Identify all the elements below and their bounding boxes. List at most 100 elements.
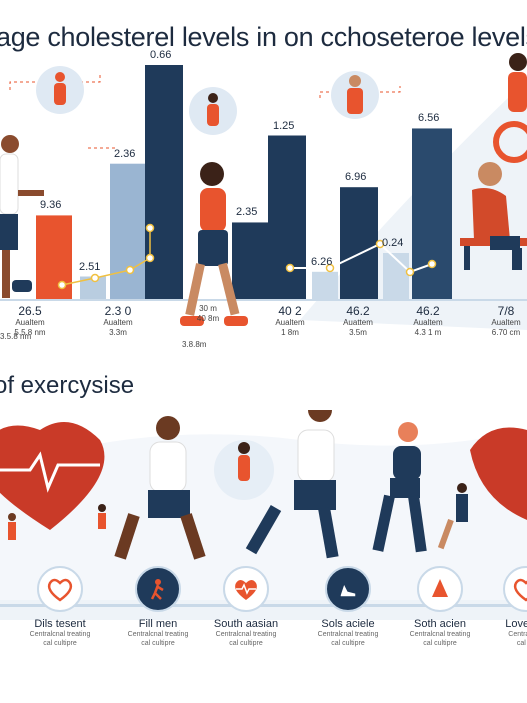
exercise-sub: cal cultipre <box>43 640 77 647</box>
exercise-sub: cal cultipre <box>229 640 263 647</box>
exercise-label: Loveelm <box>505 618 527 630</box>
bar-value-label: 6.26 <box>311 255 333 268</box>
exercise-item: LoveelmCentralcnal cal cu <box>478 566 527 648</box>
bar-value-label: 2.35 <box>236 206 258 219</box>
exercise-item: Fill men Centralcnal treating cal cultipre <box>110 566 206 648</box>
exercise-sub: cal cultipre <box>331 640 365 647</box>
walking-woman-figure <box>180 162 248 326</box>
bar-value-label: 2.51 <box>79 260 101 273</box>
standing-man-figure <box>0 135 44 298</box>
axis-label-group: 2.3 0 Aualtem 3.3m <box>88 304 148 338</box>
axis-number: 7/8 <box>497 304 515 318</box>
axis-sublabel: 40 8m <box>196 314 220 323</box>
trend-point <box>145 253 155 263</box>
axis-number: 40 2 <box>278 304 302 318</box>
bar-10 <box>412 128 452 300</box>
exercise-item: Sols aciele Centralcnal treating cal culti… <box>300 566 396 648</box>
ground-divider <box>0 604 527 607</box>
exercise-label: South aasian <box>213 618 279 630</box>
exercise-sub: Centralcnal treating <box>409 631 471 638</box>
axis-sublabel: 30 m <box>199 304 217 313</box>
axis-sublabel: 3.3m <box>109 328 127 337</box>
trend-point <box>285 263 295 273</box>
exercise-sub: Centralcnal treating <box>29 631 91 638</box>
exercise-label: Sols aciele <box>321 618 375 630</box>
exercise-label: Fill men <box>138 618 178 630</box>
bar-9 <box>383 253 409 300</box>
bar-6 <box>268 135 306 300</box>
exercise-item: Dils tesent Centralcnal treating cal culti… <box>12 566 108 648</box>
axis-sublabel: Auattem <box>343 318 373 327</box>
dashed-connector <box>9 72 101 90</box>
exercise-sub: Centralcnal treating <box>127 631 189 638</box>
axis-number: 46.2 <box>416 304 440 318</box>
axis-label-group: 26.5 Aualtem 5.5.8 nm <box>0 304 60 338</box>
bar-value-label: 6.56 <box>418 112 440 125</box>
exercise-sub: cal cultipre <box>141 640 175 647</box>
exercise-label: Dils tesent <box>34 618 86 630</box>
axis-label-group: 46.2 Aualtem 4.3 1 m <box>398 304 458 338</box>
section-subtitle: of exercysise <box>0 372 135 399</box>
trend-point <box>405 267 415 277</box>
exercise-sub: Centralcnal treating <box>317 631 379 638</box>
exercise-sub: Centralcnal treating <box>215 631 277 638</box>
axis-sublabel: 1 8m <box>281 328 299 337</box>
person-icon <box>36 66 84 114</box>
axis-sublabel: Aualtem <box>15 318 45 327</box>
trend-point <box>125 265 135 275</box>
axis-number: 46.2 <box>346 304 370 318</box>
axis-label-group: 30 m 40 8m <box>178 304 238 324</box>
person-icon <box>331 71 379 119</box>
trend-point <box>427 259 437 269</box>
trend-point <box>90 273 100 283</box>
axis-sublabel: 4.3 1 m <box>414 328 442 337</box>
axis-number: 2.3 0 <box>104 304 132 318</box>
bar-7 <box>312 271 338 300</box>
exercise-item: South aasian Centralcnal treating cal cult… <box>198 566 294 648</box>
bar-value-label: 6.96 <box>345 171 367 184</box>
heart-icon <box>37 566 83 612</box>
axis-extra-a: 3.5.8 nm <box>0 332 32 341</box>
axis-sublabel: 5.5.8 nm <box>14 328 46 337</box>
bar-2 <box>80 276 106 300</box>
exercise-sub: cal cu <box>516 640 527 647</box>
bar-5 <box>232 222 268 300</box>
axis-number: 26.5 <box>18 304 42 318</box>
exercise-scene <box>0 410 527 560</box>
heartbeat-icon <box>223 566 269 612</box>
bar-value-label: 0.66 <box>150 49 172 61</box>
trend-point <box>145 223 155 233</box>
axis-sublabel: 3.5m <box>349 328 367 337</box>
axis-sublabel: Aualtem <box>275 318 305 327</box>
axis-label-group: 7/8 Aualtem 6.70 cm <box>476 304 527 338</box>
exercise-label: Soth acien <box>414 618 466 630</box>
axis-label-group: 40 2 Aualtem 1 8m <box>260 304 320 338</box>
bar-value-label: 0.24 <box>382 237 404 249</box>
trend-point <box>375 239 385 249</box>
exercise-sub: cal cultipre <box>423 640 457 647</box>
heart-icon <box>503 566 527 612</box>
person-icon <box>189 87 237 135</box>
bar-value-label: 1.25 <box>273 119 295 132</box>
exercise-item: Soth acien Centralcnal treating cal cultip… <box>392 566 488 648</box>
bar-value-label: 9.36 <box>40 199 62 212</box>
axis-extra-b: 3.8.8m <box>182 340 207 349</box>
axis-sublabel: Aualtem <box>413 318 443 327</box>
trend-point <box>57 280 67 290</box>
axis-label-group: 46.2 Auattem 3.5m <box>328 304 388 338</box>
bar-8 <box>340 187 378 300</box>
partial-figure-right <box>493 53 527 163</box>
exercise-sub: Centralcnal <box>508 631 527 638</box>
bar-3 <box>110 163 146 300</box>
runner-icon <box>135 566 181 612</box>
dashed-connector <box>319 86 401 98</box>
seated-man-figure <box>460 162 527 270</box>
page-title: age cholesterel levels in on cchoseteroe… <box>0 22 527 52</box>
axis-sublabel: Aualtem <box>103 318 133 327</box>
drop-icon <box>417 566 463 612</box>
trend-point <box>325 263 335 273</box>
axis-sublabel: 6.70 cm <box>491 328 521 337</box>
axis-sublabel: Aualtem <box>491 318 521 327</box>
shoe-icon <box>325 566 371 612</box>
cholesterol-bar-chart <box>0 65 527 301</box>
